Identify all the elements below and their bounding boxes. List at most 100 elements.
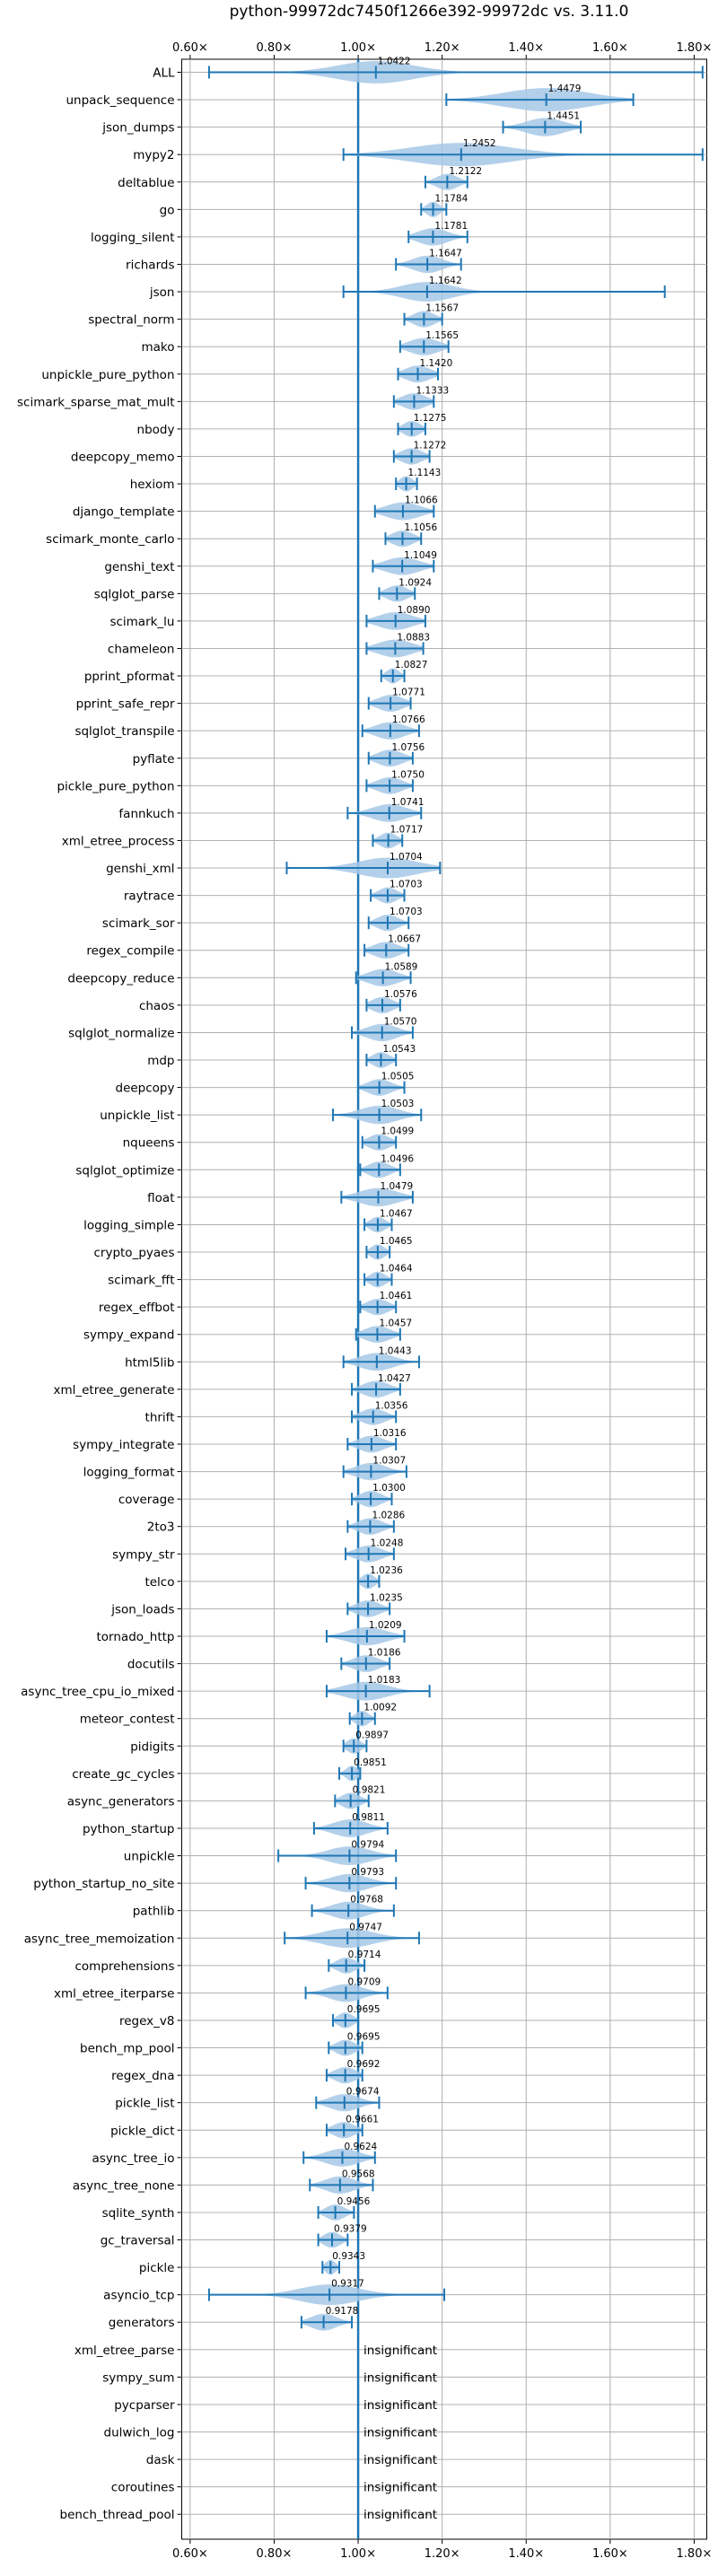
mean-label: 0.9821	[353, 1784, 386, 1795]
category-label: unpickle_pure_python	[41, 368, 174, 382]
x-tick-label-bottom: 1.20×	[425, 2547, 460, 2561]
mean-label: 0.9897	[355, 1730, 389, 1740]
category-label: comprehensions	[74, 1959, 174, 1974]
insignificant-label: insignificant	[363, 2426, 437, 2440]
category-label: nbody	[137, 423, 175, 437]
category-label: logging_simple	[83, 1218, 174, 1232]
category-label: regex_v8	[119, 2014, 175, 2028]
mean-label: 1.0717	[390, 824, 424, 835]
mean-label: 1.0703	[390, 907, 423, 917]
mean-label: 1.1567	[425, 303, 459, 314]
category-label: sqlglot_optimize	[75, 1163, 174, 1178]
category-label: generators	[109, 2316, 175, 2330]
mean-label: 1.0443	[379, 1345, 412, 1356]
category-label: deepcopy_reduce	[67, 971, 174, 986]
mean-label: 0.9714	[348, 1950, 381, 1960]
grid	[181, 59, 707, 2539]
mean-label: 1.0236	[370, 1565, 403, 1576]
insignificant-label: insignificant	[363, 2481, 437, 2495]
mean-label: 0.9768	[350, 1895, 383, 1906]
mean-label: 1.0286	[372, 1511, 405, 1521]
category-label: xml_etree_parse	[74, 2344, 175, 2358]
category-label: async_tree_cpu_io_mixed	[21, 1685, 174, 1699]
category-label: async_generators	[67, 1794, 175, 1809]
mean-label: 0.9317	[331, 2279, 364, 2290]
category-label: html5lib	[125, 1355, 174, 1370]
mean-label: 1.0461	[380, 1291, 413, 1301]
category-labels: ALL unpack_sequence json_dumps mypy2 deltabl…	[17, 66, 175, 2523]
mean-label: 0.9568	[342, 2169, 375, 2179]
mean-label: 0.9695	[347, 2004, 381, 2015]
mean-label: 1.0771	[392, 688, 425, 698]
category-label: json_loads	[110, 1602, 174, 1617]
category-label: chameleon	[108, 642, 175, 656]
category-label: async_tree_none	[73, 2178, 175, 2193]
mean-label: 0.9692	[347, 2059, 381, 2070]
category-label: gc_traversal	[101, 2234, 175, 2248]
category-label: richards	[126, 258, 174, 272]
category-label: hexiom	[130, 478, 175, 492]
mean-label: 1.0543	[382, 1044, 416, 1055]
category-label: python_startup	[83, 1822, 175, 1836]
mean-label: 1.1781	[434, 221, 468, 232]
category-label: pycparser	[114, 2398, 175, 2413]
insignificant-label: insignificant	[363, 2508, 437, 2522]
x-tick-label-top: 1.20×	[425, 41, 460, 55]
category-label: scimark_lu	[109, 615, 174, 629]
mean-label: 1.0667	[388, 934, 421, 945]
x-tick-label-bottom: 0.80×	[257, 2547, 293, 2561]
mean-label: 1.0356	[375, 1400, 408, 1411]
category-label: regex_compile	[86, 944, 174, 959]
category-label: json	[149, 285, 175, 300]
x-tick-label-top: 0.80×	[257, 41, 293, 55]
mean-label: 1.0464	[380, 1264, 413, 1275]
mean-label: 0.9747	[349, 1922, 382, 1932]
category-label: meteor_contest	[80, 1713, 175, 1727]
category-label: spectral_norm	[88, 313, 174, 328]
category-label: docutils	[127, 1658, 175, 1672]
mean-label: 1.0248	[371, 1538, 404, 1548]
violins	[207, 59, 704, 2539]
category-label: nqueens	[123, 1136, 175, 1151]
x-tick-label-bottom: 1.00×	[340, 2547, 376, 2561]
mean-label: 1.4451	[547, 111, 580, 122]
category-label: thrift	[145, 1410, 175, 1424]
category-label: pprint_safe_repr	[76, 697, 175, 712]
category-label: json_dumps	[101, 121, 174, 136]
mean-label: 1.0576	[384, 989, 417, 1000]
category-label: sympy_expand	[83, 1328, 175, 1343]
category-label: sqlglot_parse	[94, 587, 175, 601]
mean-label: 1.0589	[385, 961, 418, 972]
category-label: 2to3	[147, 1520, 175, 1535]
mean-label: 1.1420	[420, 358, 453, 369]
mean-label: 1.1056	[404, 522, 437, 533]
mean-label: 0.9379	[334, 2224, 367, 2235]
mean-label: 1.0316	[373, 1428, 407, 1439]
mean-label: 0.9851	[354, 1757, 387, 1768]
mean-label: 1.0741	[391, 797, 425, 808]
mean-label: 0.9794	[351, 1840, 384, 1851]
category-label: logging_format	[83, 1466, 175, 1480]
mean-label: 1.1642	[429, 276, 462, 286]
mean-label: 1.1066	[405, 495, 438, 506]
category-label: go	[160, 203, 175, 217]
mean-label: 0.9343	[332, 2251, 365, 2262]
mean-label: 1.0422	[378, 57, 411, 67]
category-label: logging_silent	[91, 231, 174, 245]
mean-label: 1.0505	[381, 1072, 415, 1082]
x-tick-label-bottom: 1.80×	[677, 2547, 713, 2561]
mean-label: 1.0307	[372, 1456, 406, 1467]
category-label: sqlite_synth	[102, 2206, 175, 2221]
x-tick-label-top: 1.60×	[592, 41, 628, 55]
category-label: pickle_dict	[110, 2124, 174, 2138]
mean-label: 0.9661	[346, 2114, 379, 2125]
category-label: sympy_sum	[102, 2370, 174, 2385]
x-tick-label-bottom: 1.40×	[508, 2547, 544, 2561]
mean-label: 1.0883	[397, 632, 430, 643]
category-label: telco	[144, 1575, 174, 1590]
category-label: pprint_pformat	[84, 670, 175, 684]
category-label: scimark_fft	[108, 1274, 174, 1288]
mean-label: 0.9793	[351, 1867, 384, 1878]
insignificant-label: insignificant	[363, 2370, 437, 2385]
